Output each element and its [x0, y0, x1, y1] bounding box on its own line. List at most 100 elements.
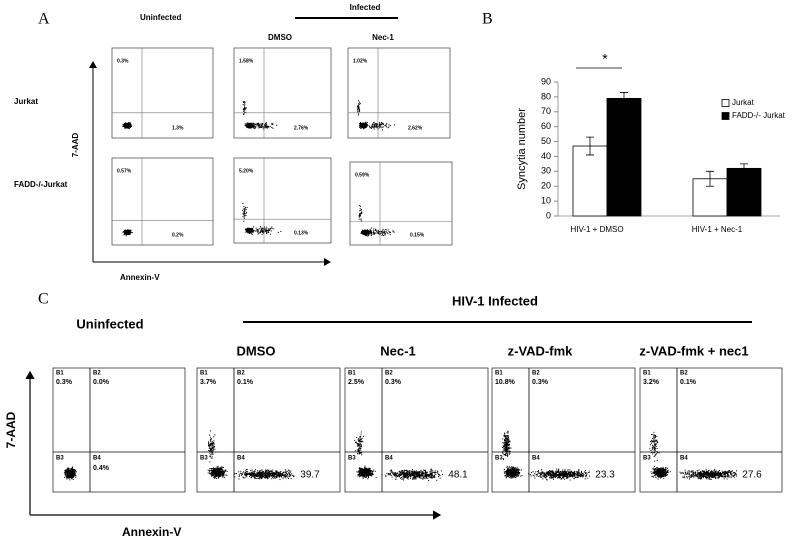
dot — [254, 474, 256, 476]
dot — [368, 230, 370, 232]
dot — [243, 210, 245, 212]
dot — [210, 448, 211, 450]
dot — [125, 233, 127, 235]
dot — [366, 470, 368, 472]
dot — [360, 433, 362, 435]
dot — [395, 479, 397, 480]
dot — [362, 126, 364, 128]
dot — [271, 470, 273, 472]
dot — [361, 474, 363, 476]
dot — [212, 472, 214, 474]
dot — [276, 471, 278, 473]
dot — [404, 475, 406, 477]
dot — [256, 124, 258, 126]
dot — [210, 430, 211, 432]
dot — [277, 471, 279, 473]
dot — [124, 233, 126, 235]
dot — [245, 108, 247, 110]
dot — [367, 229, 368, 231]
dot — [362, 435, 364, 437]
dot — [424, 470, 426, 472]
dot — [424, 471, 426, 473]
dot — [359, 103, 361, 105]
dot — [222, 472, 223, 474]
dot — [384, 233, 386, 235]
dot — [370, 230, 372, 232]
dot — [388, 232, 390, 234]
dot — [407, 478, 409, 480]
dot — [215, 468, 217, 470]
dot — [388, 473, 390, 474]
dot — [293, 475, 294, 477]
dot — [252, 230, 254, 232]
percent-label: 39.7 — [300, 470, 320, 481]
dot — [212, 450, 214, 452]
dot — [75, 475, 77, 477]
dot — [130, 232, 132, 234]
dot — [253, 226, 254, 228]
dot — [209, 455, 211, 457]
dot — [123, 126, 125, 127]
dot — [360, 127, 362, 129]
dot — [287, 478, 289, 479]
dot — [234, 473, 236, 474]
dot — [402, 477, 404, 479]
dot — [71, 474, 73, 476]
dot — [370, 128, 372, 129]
dot — [512, 467, 514, 468]
dot — [372, 126, 373, 128]
dot — [425, 475, 427, 477]
dot — [211, 442, 213, 444]
dot — [71, 473, 73, 475]
dot — [257, 230, 259, 232]
dot — [359, 437, 361, 439]
dot — [384, 229, 386, 231]
dot — [210, 475, 212, 477]
dot — [372, 232, 374, 233]
dot — [372, 472, 373, 474]
dot — [412, 472, 414, 474]
plot-frame — [347, 47, 451, 139]
dot — [274, 475, 276, 477]
row-label: FADD-/-Jurkat — [14, 180, 68, 189]
column-header: Nec-1 — [372, 33, 394, 42]
dot — [289, 474, 290, 476]
dot — [416, 474, 418, 476]
label: A — [38, 11, 50, 28]
dot — [289, 470, 291, 472]
dot-plot — [111, 157, 214, 246]
dot — [369, 127, 371, 129]
dot — [211, 438, 212, 440]
dot — [63, 471, 65, 473]
dot — [390, 475, 392, 477]
dot — [390, 231, 391, 233]
dot — [129, 230, 131, 232]
dot — [364, 467, 366, 469]
dot — [252, 471, 254, 473]
y-tick-label: 60 — [541, 121, 551, 131]
dot — [358, 102, 360, 104]
dot — [360, 218, 362, 220]
dot — [220, 468, 222, 470]
dot — [209, 434, 211, 436]
dot — [434, 472, 436, 474]
dot — [369, 232, 371, 234]
dot — [250, 472, 252, 474]
dot — [430, 473, 432, 475]
dot — [124, 128, 126, 129]
dot — [211, 447, 213, 449]
dot — [243, 209, 245, 211]
dot — [356, 108, 358, 110]
dot — [260, 230, 262, 232]
dot — [250, 122, 252, 124]
dot — [276, 471, 278, 473]
dot — [356, 449, 358, 451]
dot — [250, 127, 252, 129]
dot — [219, 467, 221, 469]
dot — [218, 472, 220, 474]
dot — [371, 472, 372, 474]
dot — [124, 230, 126, 232]
dot — [242, 212, 244, 214]
dot — [249, 125, 251, 127]
dot — [279, 474, 280, 476]
